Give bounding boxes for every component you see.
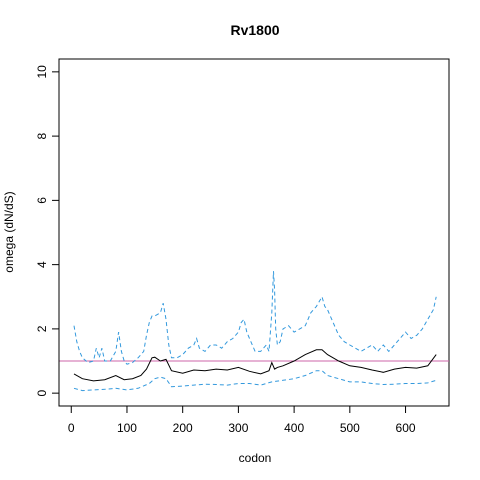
x-tick-label: 200 (173, 421, 193, 435)
y-tick-label: 2 (35, 325, 49, 332)
x-tick-label: 400 (284, 421, 304, 435)
y-tick-label: 10 (35, 65, 49, 79)
series-line-lower-bound (73, 370, 437, 392)
x-tick-label: 100 (117, 421, 137, 435)
y-tick-label: 8 (35, 132, 49, 139)
x-axis-label: codon (239, 451, 272, 465)
y-tick-label: 0 (35, 389, 49, 396)
x-tick-label: 300 (228, 421, 248, 435)
x-tick-label: 600 (396, 421, 416, 435)
y-tick-label: 4 (35, 261, 49, 268)
y-axis-label: omega (dN/dS) (2, 191, 16, 272)
series-line-estimate (73, 349, 437, 382)
x-tick-label: 0 (68, 421, 75, 435)
axes-layer: 0 100 200 300 400 500 600 0 2 4 6 8 10 (35, 65, 416, 435)
series-line-upper-bound (73, 271, 437, 365)
x-tick-label: 500 (340, 421, 360, 435)
series-layer (59, 271, 449, 392)
plot-frame (58, 58, 450, 407)
chart-title: Rv1800 (230, 22, 279, 38)
y-tick-label: 6 (35, 197, 49, 204)
